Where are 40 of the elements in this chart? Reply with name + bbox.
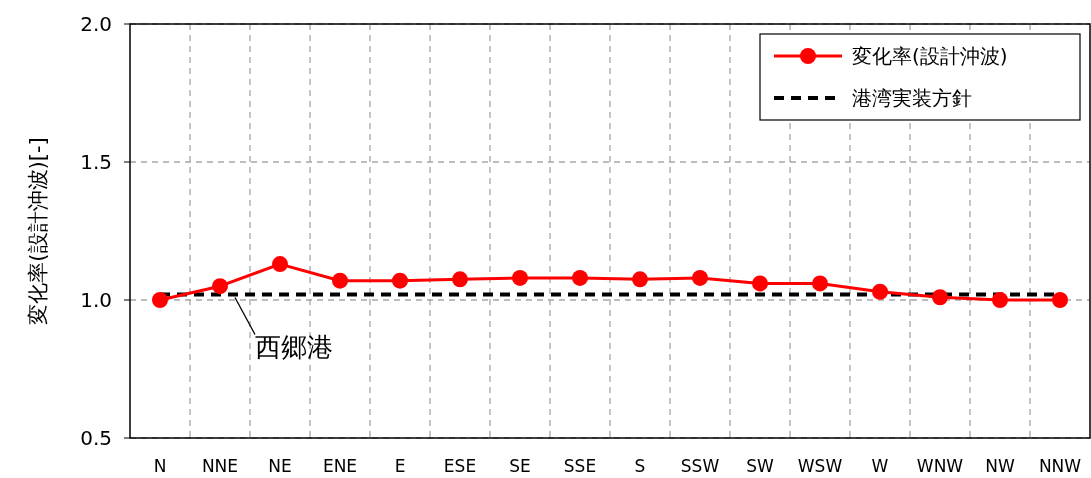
y-axis-title: 変化率(設計沖波)[-] (26, 137, 50, 325)
point (932, 289, 948, 306)
x-tick-label: ENE (322, 456, 358, 476)
x-tick-label: WNW (916, 456, 964, 476)
point (632, 271, 648, 288)
point (1052, 292, 1068, 308)
x-tick-label: SE (509, 456, 531, 476)
point (452, 271, 468, 288)
x-tick-label: ESE (443, 456, 477, 476)
y-tick-label: 0.5 (80, 426, 112, 450)
x-tick-label: N (153, 456, 167, 476)
x-tick-label: SSW (680, 456, 720, 476)
legend-label: 港湾実装方針 (852, 86, 972, 110)
x-tick-label: SSE (563, 456, 597, 476)
x-tick-label: S (634, 456, 646, 476)
point (992, 292, 1008, 308)
point (272, 256, 288, 273)
point (392, 272, 408, 289)
point (872, 283, 888, 300)
x-tick-label: NW (985, 456, 1015, 476)
y-tick-label: 1.0 (80, 288, 112, 312)
point (812, 275, 828, 292)
x-tick-label: NNE (201, 456, 239, 476)
point (512, 269, 528, 286)
point (572, 269, 588, 286)
annotation: 西郷港 (255, 332, 333, 363)
x-tick-label: E (394, 456, 406, 476)
point (332, 272, 348, 289)
x-tick-label: NE (268, 456, 292, 476)
x-tick-label: SW (746, 456, 774, 476)
point (692, 269, 708, 286)
x-tick-label: NNW (1038, 456, 1082, 476)
x-tick-label: W (871, 456, 889, 476)
y-tick-label: 1.5 (80, 150, 112, 174)
y-tick-label: 2.0 (80, 12, 112, 36)
point (752, 275, 768, 292)
point (152, 292, 168, 308)
x-tick-label: WSW (797, 456, 843, 476)
point (212, 278, 228, 295)
legend-label: 変化率(設計沖波) (852, 44, 1008, 68)
